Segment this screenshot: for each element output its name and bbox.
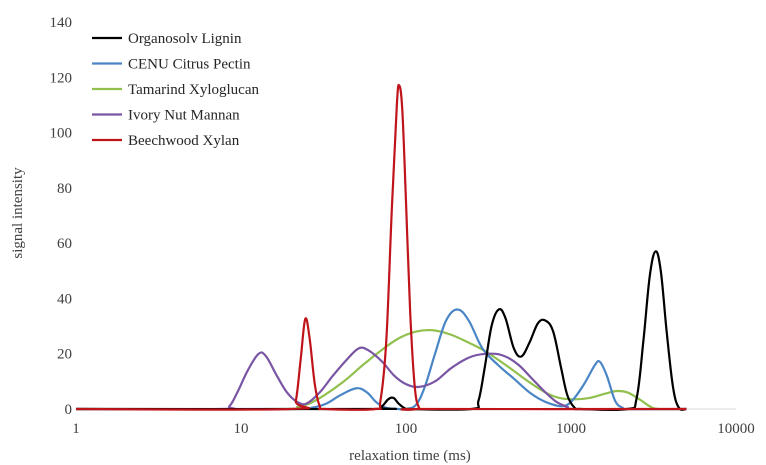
series-line-beechwood-xylan	[75, 83, 687, 411]
y-tick-label-1: 20	[57, 347, 72, 363]
legend-label-0: Organosolv Lignin	[128, 31, 242, 47]
legend-label-2: Tamarind Xyloglucan	[128, 82, 259, 98]
y-axis-title: signal intensity	[10, 167, 26, 259]
y-tick-label-4: 80	[57, 181, 72, 197]
x-axis-ticks: 1 10 100 1000 10000	[72, 421, 755, 437]
series-line-organosolv-lignin	[75, 250, 687, 412]
series-line-tamarind-xyloglucan	[75, 328, 687, 411]
y-tick-label-5: 100	[50, 126, 73, 142]
series-line-cenu-citrus-pectin	[75, 308, 687, 411]
x-tick-label-1: 10	[234, 421, 249, 437]
y-tick-label-3: 60	[57, 236, 72, 252]
legend-label-3: Ivory Nut Mannan	[128, 108, 240, 124]
y-tick-label-7: 140	[50, 15, 73, 31]
y-tick-label-6: 120	[50, 70, 73, 86]
legend-label-4: Beechwood Xylan	[128, 133, 240, 149]
x-tick-label-0: 1	[72, 421, 80, 437]
y-tick-label-2: 40	[57, 291, 72, 307]
y-axis-ticks: 0 20 40 60 80 100 120 140	[50, 15, 73, 418]
x-axis-title: relaxation time (ms)	[349, 448, 471, 464]
x-tick-label-2: 100	[395, 421, 418, 437]
x-tick-label-4: 10000	[717, 421, 755, 437]
legend-label-1: CENU Citrus Pectin	[128, 57, 251, 73]
series-lines	[75, 83, 687, 412]
x-tick-label-3: 1000	[556, 421, 586, 437]
legend: Organosolv Lignin CENU Citrus Pectin Tamar…	[92, 31, 259, 149]
series-line-ivory-nut-mannan	[75, 346, 687, 411]
y-tick-label-0: 0	[65, 402, 73, 418]
